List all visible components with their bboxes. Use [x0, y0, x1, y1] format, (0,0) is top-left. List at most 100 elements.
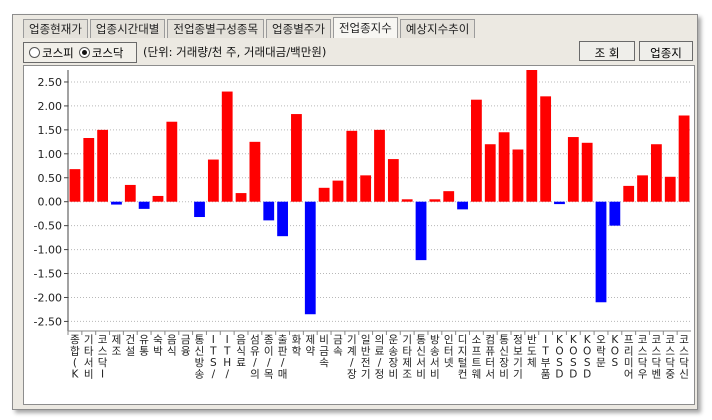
- bar-22: [374, 129, 385, 202]
- radio-kosdaq-dot[interactable]: [78, 47, 90, 58]
- bar-40: [623, 185, 635, 202]
- tab-bar: 업종현재가 업종시간대별 전업종별구성종목 업종별주가 전업종지수 예상지수추이: [23, 17, 477, 39]
- sector-index-chart: 2.50 2.00 1.50 1.00 0.50 0.00 -0.50 -1.00 -1.50 -…: [23, 65, 695, 405]
- bar-19: [332, 180, 344, 202]
- bar-18: [318, 187, 330, 202]
- y-tick-label: -1.50: [34, 268, 62, 281]
- bar-29: [471, 99, 482, 202]
- y-tick-label: 2.50: [38, 76, 63, 89]
- radio-kospi-dot[interactable]: [29, 47, 40, 58]
- tab-expected-index-trend[interactable]: 예상지수추이: [399, 19, 476, 38]
- y-tick-label: 1.00: [38, 148, 63, 161]
- bar-44: [678, 115, 690, 202]
- y-tick-label: 1.50: [38, 124, 63, 137]
- bar-37: [581, 142, 593, 202]
- bar-13: [249, 141, 261, 202]
- sector-index-button[interactable]: 업종지수: [639, 41, 693, 80]
- y-tick-label: -2.00: [34, 291, 62, 304]
- bar-24: [401, 199, 413, 202]
- tab-all-sector-constituents[interactable]: 전업종별구성종목: [167, 19, 265, 38]
- bar-15: [277, 201, 288, 237]
- bar-33: [526, 70, 538, 202]
- bar-31: [498, 132, 510, 202]
- bar-7: [166, 121, 178, 202]
- x-tick-label: 출 판 / 매: [278, 334, 288, 381]
- lookup-button[interactable]: 조 회: [579, 41, 635, 61]
- radio-kospi-label: 코스피: [42, 45, 74, 60]
- tab-sector-by-time[interactable]: 업종시간대별: [89, 19, 166, 38]
- bar-21: [360, 175, 372, 202]
- radio-kospi[interactable]: 코스피: [29, 45, 74, 61]
- bar-5: [138, 201, 150, 209]
- y-tick-label: -2.50: [34, 315, 62, 328]
- market-radio-group: 코스피 코스닥: [23, 42, 137, 63]
- bar-25: [415, 201, 427, 261]
- bar-23: [387, 159, 399, 202]
- bar-10: [207, 159, 219, 202]
- bar-6: [152, 195, 164, 202]
- x-tick-label: 기 계 / 장: [347, 334, 357, 381]
- chart-svg: 2.50 2.00 1.50 1.00 0.50 0.00 -0.50 -1.00 -1.50 -…: [34, 70, 691, 381]
- y-tick-label: 2.00: [38, 100, 63, 113]
- radio-kosdaq-label: 코스닥: [91, 45, 124, 60]
- bar-43: [664, 176, 676, 202]
- x-tick-label: 종 이 / 목: [264, 334, 274, 381]
- bar-1: [83, 138, 95, 202]
- x-tick-label: 종 합(K: [70, 334, 80, 381]
- bar-39: [609, 201, 621, 226]
- toolbar: 코스피 코스닥 (단위: 거래량/천 주, 거래대금/백만원) 조 회 업종지수: [23, 39, 693, 80]
- tab-all-sector-index[interactable]: 전업종지수: [332, 17, 398, 38]
- x-tick-label: 의 료 / 정: [375, 334, 385, 381]
- window-frame: 업종현재가 업종시간대별 전업종별구성종목 업종별주가 전업종지수 예상지수추이…: [12, 14, 698, 410]
- bar-16: [291, 114, 302, 202]
- bar-41: [637, 175, 648, 202]
- tab-sector-current-price[interactable]: 업종현재가: [23, 19, 88, 38]
- x-tick-label: I T S /: [209, 334, 217, 381]
- bar-12: [235, 193, 247, 202]
- y-tick-label: -1.00: [34, 244, 62, 257]
- bar-2: [97, 129, 109, 202]
- bar-36: [567, 137, 579, 202]
- x-tick-label: 섬 유 / 의: [250, 334, 260, 381]
- bar-26: [429, 199, 441, 202]
- bar-38: [595, 201, 607, 303]
- bar-11: [221, 91, 233, 202]
- bar-4: [124, 184, 136, 202]
- bar-34: [540, 96, 552, 202]
- bar-28: [457, 201, 468, 210]
- bar-27: [443, 191, 455, 202]
- tab-sector-stock-prices[interactable]: 업종별주가: [266, 19, 331, 38]
- bar-35: [554, 201, 565, 205]
- radio-kosdaq[interactable]: 코스닥: [78, 45, 124, 61]
- bar-0: [69, 169, 81, 202]
